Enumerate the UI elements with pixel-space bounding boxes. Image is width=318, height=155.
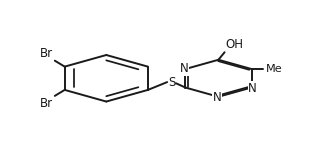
- Text: N: N: [248, 82, 257, 95]
- Text: OH: OH: [225, 38, 243, 51]
- Text: Br: Br: [40, 97, 53, 110]
- Text: N: N: [213, 91, 222, 104]
- Text: Br: Br: [40, 47, 53, 60]
- Text: N: N: [213, 91, 222, 104]
- Text: Me: Me: [266, 64, 282, 74]
- Text: N: N: [248, 82, 257, 95]
- Text: N: N: [180, 62, 189, 75]
- Text: N: N: [180, 62, 189, 75]
- Text: S: S: [168, 76, 175, 89]
